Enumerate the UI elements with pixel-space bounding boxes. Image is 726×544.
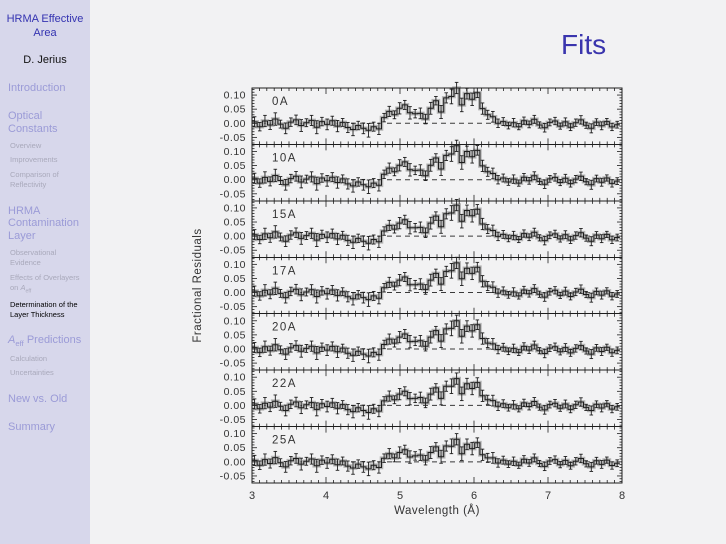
svg-text:0.00: 0.00 [224,231,246,243]
sidebar-item-calculation[interactable]: Calculation [10,353,48,363]
svg-text:0A: 0A [272,96,289,108]
svg-text:-0.05: -0.05 [220,301,246,313]
sidebar-item-overview[interactable]: Overview [10,140,42,150]
svg-text:-0.05: -0.05 [220,358,246,370]
svg-text:7: 7 [545,490,551,502]
svg-text:Fractional Residuals: Fractional Residuals [192,228,204,342]
svg-text:0.00: 0.00 [224,400,246,412]
sidebar-item-observational-evidence[interactable]: Observational Evidence [10,248,57,268]
svg-text:-0.05: -0.05 [220,470,246,482]
svg-text:0.05: 0.05 [224,273,246,285]
svg-text:-0.05: -0.05 [220,245,246,257]
svg-text:0.10: 0.10 [224,90,246,102]
svg-text:0.05: 0.05 [224,329,246,341]
sidebar-nav: Introduction Optical Constants Overview Imp… [0,82,90,435]
svg-text:20A: 20A [272,322,297,334]
svg-text:0.10: 0.10 [224,315,246,327]
svg-text:0.00: 0.00 [224,174,246,186]
svg-text:17A: 17A [272,265,297,277]
svg-text:4: 4 [323,490,329,502]
svg-text:15A: 15A [272,209,297,221]
svg-text:Wavelength (Å): Wavelength (Å) [394,504,480,517]
svg-text:0.05: 0.05 [224,386,246,398]
svg-text:0.00: 0.00 [224,118,246,130]
svg-text:8: 8 [619,490,625,502]
svg-text:0.00: 0.00 [224,287,246,299]
svg-text:25A: 25A [272,435,297,447]
sidebar: HRMA Effective Area D. Jerius Introducti… [0,0,90,544]
svg-text:0.05: 0.05 [224,217,246,229]
svg-text:0.10: 0.10 [224,428,246,440]
sidebar-item-new-vs-old[interactable]: New vs. Old [8,393,68,406]
svg-text:0.10: 0.10 [224,372,246,384]
svg-text:5: 5 [397,490,403,502]
sidebar-item-uncertainties[interactable]: Uncertainties [10,368,54,378]
svg-text:22A: 22A [272,378,297,390]
svg-text:0.00: 0.00 [224,456,246,468]
svg-text:0.10: 0.10 [224,146,246,158]
sidebar-item-introduction[interactable]: Introduction [8,81,66,94]
svg-text:0.10: 0.10 [224,202,246,214]
sidebar-item-hrma-contamination-layer[interactable]: HRMA Contamination Layer [8,204,79,243]
svg-text:10A: 10A [272,152,297,164]
svg-text:3: 3 [249,490,255,502]
sidebar-item-effects-of-overlayers-on-aeff[interactable]: Effects of Overlayers on Aeff [10,272,80,295]
sidebar-item-aeff-predictions[interactable]: Aeff Predictions [8,334,82,349]
author-name: D. Jerius [23,53,67,66]
sidebar-item-improvements[interactable]: Improvements [10,155,58,165]
sidebar-item-comparison-of-reflectivity[interactable]: Comparison of Reflectivity [10,170,59,189]
svg-text:-0.05: -0.05 [220,414,246,426]
svg-text:0.05: 0.05 [224,442,246,454]
svg-text:-0.05: -0.05 [220,132,246,144]
presentation-title: HRMA Effective Area [6,13,84,40]
svg-text:0.10: 0.10 [224,259,246,271]
svg-text:0.05: 0.05 [224,104,246,116]
sidebar-item-optical-constants[interactable]: Optical Constants [8,109,58,135]
sidebar-item-summary[interactable]: Summary [8,421,56,434]
svg-text:0.05: 0.05 [224,160,246,172]
svg-text:0.00: 0.00 [224,343,246,355]
frame-title: Fits [561,29,607,60]
svg-text:-0.05: -0.05 [220,188,246,200]
sidebar-item-determination-of-the-layer-thickness[interactable]: Determination of the Layer Thickness [10,299,78,319]
svg-text:6: 6 [471,490,477,502]
